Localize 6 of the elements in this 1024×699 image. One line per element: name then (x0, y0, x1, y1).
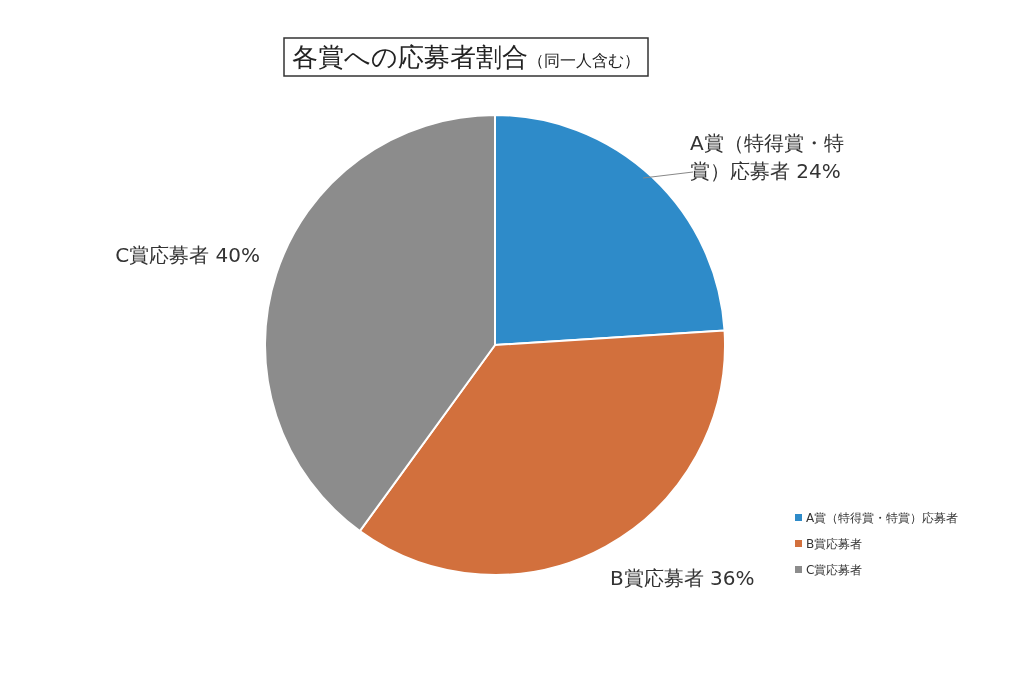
title: 各賞への応募者割合（同一人含む） (283, 37, 649, 77)
legend-label: B賞応募者 (806, 537, 863, 551)
legend-label: C賞応募者 (806, 563, 863, 577)
chart-title: 各賞への応募者割合 (292, 42, 528, 72)
chart-subtitle: （同一人含む） (528, 51, 640, 70)
legend-label: A賞（特得賞・特賞）応募者 (806, 511, 959, 525)
